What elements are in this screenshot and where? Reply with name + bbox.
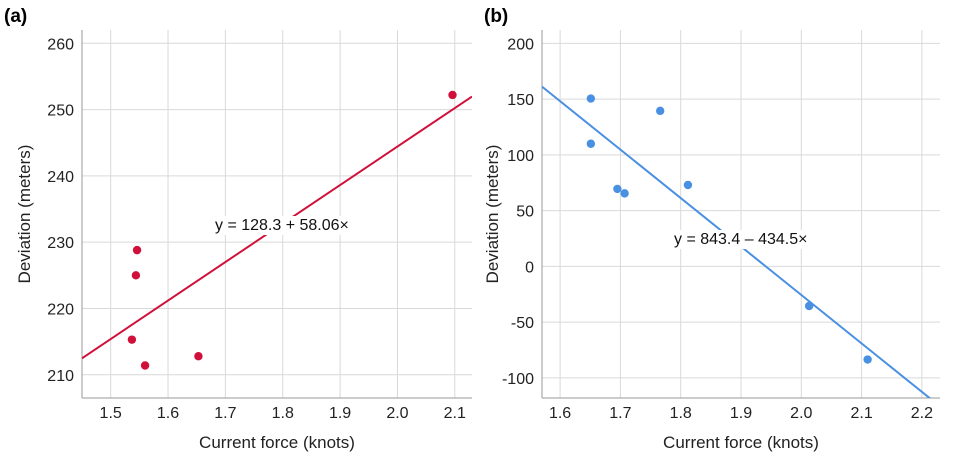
x-tick-label: 1.9	[730, 405, 752, 422]
regression-equation: y = 128.3 + 58.06×	[215, 217, 349, 234]
data-point	[863, 355, 872, 364]
y-axis-label: Deviation (meters)	[15, 145, 34, 284]
panel-label: (a)	[4, 6, 27, 27]
y-tick-label: 100	[507, 148, 534, 165]
x-tick-label: 1.5	[100, 405, 122, 422]
x-tick-label: 2.2	[911, 405, 933, 422]
data-point	[194, 352, 203, 361]
data-point	[140, 361, 150, 370]
x-axis-label: Current force (knots)	[199, 433, 355, 452]
equation-backdrop	[671, 230, 811, 249]
panel-a: 1.5 1.6 1.7 1.8 1.9 2.0 2.1 210 220 230 240 250 260 C…	[4, 6, 472, 452]
y-tick-label: 50	[516, 204, 534, 221]
x-tick-label: 2.1	[850, 405, 872, 422]
data-point	[804, 301, 814, 311]
x-tick-label: 1.7	[214, 405, 236, 422]
x-tick-label: 1.8	[670, 405, 692, 422]
data-point	[132, 245, 142, 255]
data-point	[683, 180, 693, 190]
data-point	[655, 106, 665, 116]
y-tick-label: 0	[525, 259, 534, 276]
x-tick-label: 2.0	[790, 405, 812, 422]
data-point	[620, 189, 629, 198]
data-point	[586, 94, 596, 103]
panel-b: 1.6 1.7 1.8 1.9 2.0 2.1 2.2 -100 -50 0 50 100 150 200…	[483, 6, 940, 452]
x-tick-label: 1.6	[157, 405, 179, 422]
y-tick-label: 260	[47, 36, 74, 53]
data-point	[131, 271, 141, 280]
x-tick-label: 1.8	[272, 405, 294, 422]
y-tick-label: 210	[47, 368, 74, 385]
y-tick-label: -100	[502, 371, 534, 388]
y-tick-label: -50	[511, 315, 534, 332]
x-tick-label: 2.1	[444, 405, 466, 422]
x-axis-label: Current force (knots)	[663, 433, 819, 452]
x-tick-label: 1.7	[609, 405, 631, 422]
y-tick-label: 230	[47, 235, 74, 252]
y-tick-label: 200	[507, 36, 534, 53]
data-point	[586, 139, 596, 148]
x-tick-label: 1.9	[329, 405, 351, 422]
y-tick-label: 150	[507, 92, 534, 109]
x-tick-label: 2.0	[386, 405, 408, 422]
y-tick-label: 220	[47, 301, 74, 318]
data-point	[613, 184, 622, 194]
panel-label: (b)	[484, 6, 508, 27]
data-point	[448, 90, 457, 100]
y-axis-label: Deviation (meters)	[483, 145, 502, 284]
data-point	[127, 335, 137, 344]
x-tick-label: 1.6	[549, 405, 571, 422]
y-tick-label: 250	[47, 103, 74, 120]
y-tick-label: 240	[47, 169, 74, 186]
equation-backdrop	[212, 216, 352, 235]
regression-equation: y = 843.4 – 434.5×	[674, 231, 807, 248]
